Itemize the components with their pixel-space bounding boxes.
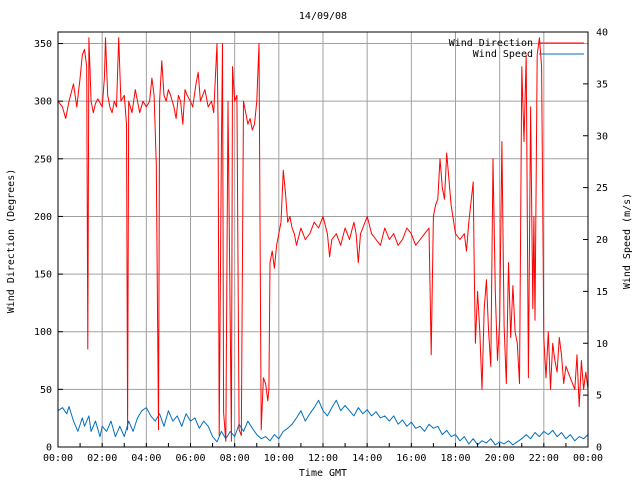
y-right-tick-label: 5 [596, 391, 602, 402]
y-right-tick-label: 40 [596, 28, 608, 39]
chart-title: 14/09/08 [299, 11, 347, 22]
y-right-tick-label: 25 [596, 183, 608, 194]
axis-ticks: 00:00 02:00 04:00 06:00 08:00 10:00 12:00 14:00… [34, 28, 608, 465]
x-tick-label: 14:00 [352, 453, 382, 464]
x-tick-label: 10:00 [264, 453, 294, 464]
x-tick-label: 00:00 [573, 453, 603, 464]
y-right-tick-label: 35 [596, 79, 608, 90]
y-left-tick-label: 0 [46, 443, 52, 454]
y-right-tick-label: 30 [596, 131, 608, 142]
legend-label-wind-direction: Wind Direction [449, 38, 533, 49]
x-tick-label: 12:00 [308, 453, 338, 464]
y-left-tick-label: 250 [34, 154, 52, 165]
y-right-tick-label: 10 [596, 339, 608, 350]
y-left-tick-label: 300 [34, 97, 52, 108]
x-tick-label: 20:00 [485, 453, 515, 464]
y-left-tick-label: 200 [34, 212, 52, 223]
x-tick-label: 08:00 [220, 453, 250, 464]
y-right-tick-label: 20 [596, 235, 608, 246]
legend: Wind Direction Wind Speed [449, 38, 584, 60]
x-tick-label: 22:00 [529, 453, 559, 464]
y-left-tick-label: 50 [40, 385, 52, 396]
y-left-tick-label: 150 [34, 270, 52, 281]
series-layer [57, 37, 589, 446]
x-tick-label: 18:00 [440, 453, 470, 464]
x-tick-label: 02:00 [87, 453, 117, 464]
y-left-tick-label: 350 [34, 39, 52, 50]
x-tick-label: 06:00 [175, 453, 205, 464]
y-right-tick-label: 15 [596, 287, 608, 298]
x-tick-label: 00:00 [43, 453, 73, 464]
right-axis-label: Wind Speed (m/s) [622, 193, 633, 289]
x-tick-label: 16:00 [396, 453, 426, 464]
y-right-tick-label: 0 [596, 443, 602, 454]
wind-direction-series-line [57, 37, 589, 442]
legend-label-wind-speed: Wind Speed [473, 49, 533, 60]
left-axis-label: Wind Direction (Degrees) [6, 169, 17, 314]
y-left-tick-label: 100 [34, 327, 52, 338]
wind-speed-series-line [57, 399, 589, 446]
x-tick-label: 04:00 [131, 453, 161, 464]
x-axis-label: Time GMT [299, 468, 347, 479]
